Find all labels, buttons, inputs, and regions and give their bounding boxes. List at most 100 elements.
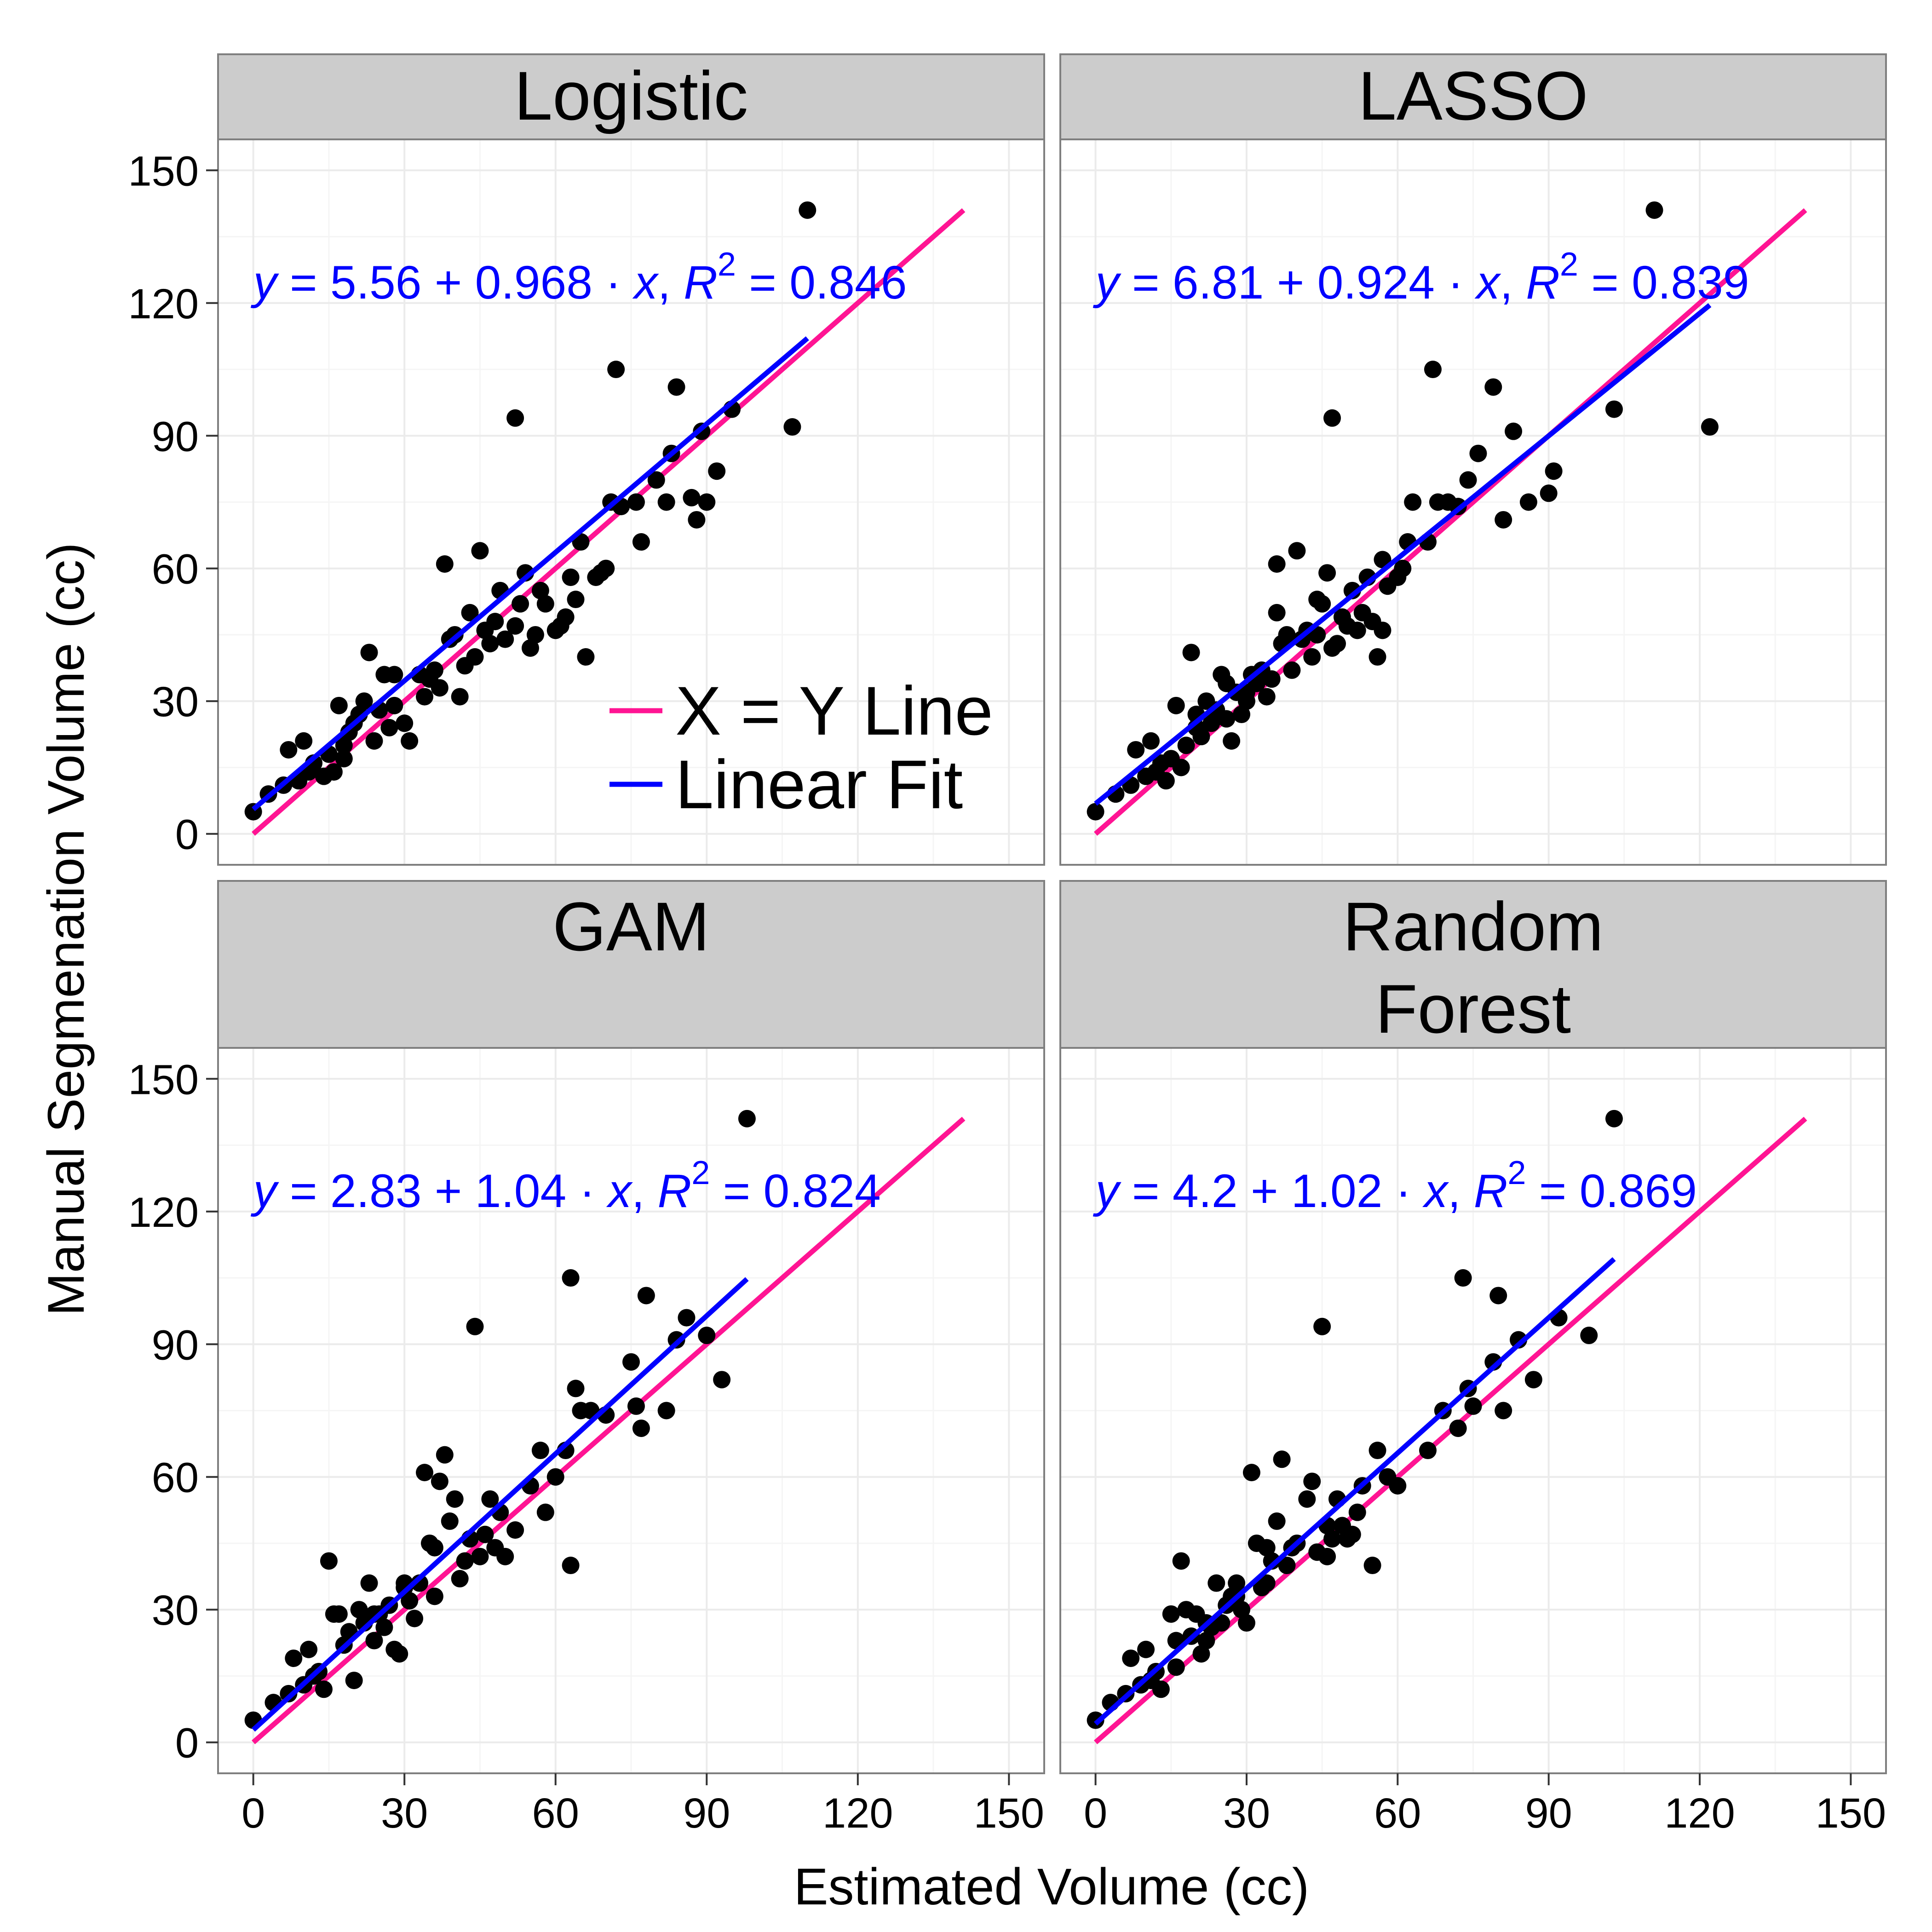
data-point: [456, 1552, 474, 1570]
y-tick-label: 60: [152, 1455, 199, 1501]
data-point: [1505, 422, 1523, 440]
equation-superscript: 2: [691, 1155, 710, 1191]
data-point: [451, 1570, 469, 1587]
data-point: [355, 692, 373, 710]
data-point: [678, 1309, 696, 1327]
data-point: [1459, 471, 1477, 489]
data-point: [451, 688, 469, 706]
data-point: [1464, 1397, 1482, 1415]
data-point: [1323, 1530, 1341, 1548]
data-point: [300, 1640, 318, 1658]
data-point: [1162, 1605, 1180, 1623]
y-tick-label: 30: [152, 678, 199, 725]
data-point: [647, 471, 665, 489]
data-point: [1167, 696, 1185, 714]
data-point: [506, 409, 524, 427]
data-point: [496, 630, 514, 648]
data-point: [1192, 728, 1210, 746]
data-point: [1197, 1632, 1215, 1650]
y-tick-label: 30: [152, 1587, 199, 1634]
y-tick-label: 0: [175, 1720, 199, 1767]
data-point: [466, 648, 484, 666]
data-point: [1167, 1658, 1185, 1676]
data-point: [562, 568, 580, 586]
data-point: [1273, 1450, 1291, 1468]
equation-part: = 0.824: [710, 1165, 881, 1217]
data-point: [486, 613, 504, 631]
y-tick-label: 90: [152, 413, 199, 460]
data-point: [1580, 1327, 1598, 1345]
data-point: [1087, 1711, 1104, 1729]
equation-part: = 6.81 + 0.924 ·: [1119, 256, 1477, 309]
data-point: [1142, 732, 1160, 750]
data-point: [567, 591, 585, 609]
data-point: [471, 1547, 489, 1565]
data-point: [1283, 661, 1301, 679]
data-point: [637, 1287, 655, 1305]
data-point: [1223, 732, 1241, 750]
data-point: [1701, 418, 1719, 436]
data-point: [1258, 688, 1276, 706]
data-point: [1348, 621, 1366, 639]
data-point: [1484, 378, 1502, 396]
data-point: [416, 688, 433, 706]
data-point: [1233, 706, 1251, 724]
y-tick-label: 150: [128, 148, 199, 195]
data-point: [512, 595, 529, 613]
data-point: [698, 1327, 716, 1345]
data-point: [1213, 1614, 1230, 1632]
data-point: [632, 533, 650, 551]
data-point: [1519, 493, 1537, 511]
data-point: [1313, 1317, 1331, 1335]
data-point: [1288, 542, 1306, 560]
data-point: [461, 604, 479, 621]
fit-line: [252, 336, 809, 811]
data-point: [667, 378, 685, 396]
equation-part: = 5.56 + 0.968 ·: [277, 256, 634, 309]
x-tick-label: 60: [532, 1790, 579, 1837]
fit-equation: y = 6.81 + 0.924 · x, R2 = 0.839: [1093, 246, 1749, 309]
data-point: [1192, 1645, 1210, 1663]
data-point: [1323, 409, 1341, 427]
equation-part: ,: [1500, 256, 1526, 309]
y-tick-label: 60: [152, 546, 199, 593]
data-point: [330, 696, 348, 714]
x-axis-title: Estimated Volume (cc): [794, 1858, 1309, 1915]
data-point: [426, 661, 443, 679]
data-point: [1454, 1269, 1472, 1287]
data-point: [1545, 462, 1563, 480]
panel-strip: [217, 880, 1045, 1049]
data-point: [688, 511, 706, 529]
data-point: [466, 1317, 484, 1335]
data-point: [385, 696, 403, 714]
data-point: [1605, 1110, 1623, 1127]
data-point: [536, 595, 554, 613]
data-point: [1228, 1574, 1246, 1592]
data-point: [436, 1446, 454, 1464]
data-point: [396, 714, 414, 732]
equation-part: y: [1093, 1165, 1122, 1217]
data-point: [1263, 670, 1281, 688]
data-point: [385, 666, 403, 684]
equation-part: x: [632, 256, 659, 309]
data-point: [1233, 1601, 1251, 1619]
data-point: [335, 750, 353, 768]
fit-equation: y = 2.83 + 1.04 · x, R2 = 0.824: [251, 1155, 881, 1217]
data-point: [607, 361, 625, 379]
equation-part: y: [251, 256, 280, 309]
data-point: [1394, 559, 1412, 577]
data-point: [1268, 604, 1286, 621]
data-point: [557, 608, 575, 626]
equation-part: ,: [658, 256, 684, 309]
data-point: [546, 1468, 564, 1486]
data-point: [426, 1539, 443, 1557]
data-point: [426, 1587, 443, 1605]
data-point: [375, 1618, 393, 1636]
data-point: [330, 1605, 348, 1623]
x-tick-label: 150: [1816, 1790, 1886, 1837]
panel-title: GAM: [552, 888, 710, 965]
data-point: [1268, 1512, 1286, 1530]
panel-border: [217, 1047, 1045, 1774]
data-point: [1177, 736, 1195, 754]
